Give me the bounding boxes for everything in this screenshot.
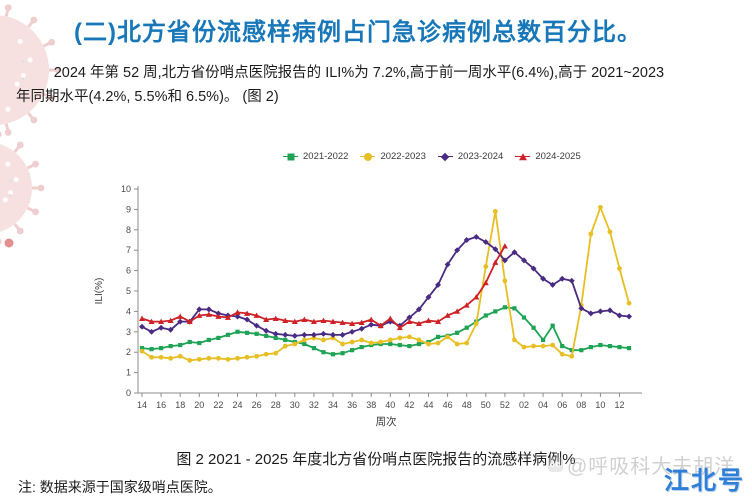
svg-text:36: 36 xyxy=(347,400,357,410)
svg-text:10: 10 xyxy=(121,184,131,194)
virus-decoration-icon xyxy=(0,4,62,248)
watermark: du @呼吸科大夫胡洋 xyxy=(548,450,735,479)
svg-text:02: 02 xyxy=(519,400,529,410)
watermark-text: @呼吸科大夫胡洋 xyxy=(567,456,736,478)
svg-text:38: 38 xyxy=(366,400,376,410)
svg-text:40: 40 xyxy=(385,400,395,410)
svg-text:8: 8 xyxy=(126,225,131,235)
du-logo-icon: du xyxy=(548,457,563,472)
svg-text:42: 42 xyxy=(404,400,414,410)
summary-paragraph: 2024 年第 52 周,北方省份哨点医院报告的 ILI%为 7.2%,高于前一… xyxy=(16,62,730,110)
svg-text:7: 7 xyxy=(126,245,131,255)
svg-text:06: 06 xyxy=(557,400,567,410)
svg-text:4: 4 xyxy=(126,306,131,316)
section-title: (二)北方省份流感样病例占门急诊病例总数百分比。 xyxy=(74,19,642,46)
svg-text:08: 08 xyxy=(576,400,586,410)
svg-text:周次: 周次 xyxy=(376,415,397,428)
svg-text:48: 48 xyxy=(462,400,472,410)
svg-text:44: 44 xyxy=(423,400,433,410)
legend-item-2021-2022: 2021-2022 xyxy=(283,151,348,162)
svg-text:32: 32 xyxy=(309,400,319,410)
svg-text:0: 0 xyxy=(126,388,131,398)
triangle-marker-icon xyxy=(515,152,531,162)
legend-label: 2022-2023 xyxy=(380,151,426,162)
paragraph-line-1: 2024 年第 52 周,北方省份哨点医院报告的 ILI%为 7.2%,高于前一… xyxy=(53,65,665,81)
square-marker-icon xyxy=(283,152,298,162)
svg-text:18: 18 xyxy=(175,400,185,410)
legend-label: 2023-2024 xyxy=(457,151,504,162)
svg-text:20: 20 xyxy=(194,400,204,410)
svg-text:22: 22 xyxy=(213,400,223,410)
svg-text:1: 1 xyxy=(126,368,131,378)
diamond-marker-icon xyxy=(437,152,453,162)
svg-text:12: 12 xyxy=(614,400,624,410)
svg-text:10: 10 xyxy=(595,400,605,410)
legend-item-2023-2024: 2023-2024 xyxy=(437,151,504,162)
paragraph-line-2: 年同期水平(4.2%, 5.5%和 6.5%)。 (图 2) xyxy=(16,88,279,105)
svg-text:46: 46 xyxy=(443,400,453,410)
svg-text:28: 28 xyxy=(271,400,281,410)
svg-text:16: 16 xyxy=(156,400,166,410)
svg-text:ILI(%): ILI(%) xyxy=(94,278,105,305)
legend-item-2022-2023: 2022-2023 xyxy=(360,151,426,162)
brand-badge: 江北号 xyxy=(664,467,746,495)
legend-item-2024-2025: 2024-2025 xyxy=(515,151,581,162)
svg-text:3: 3 xyxy=(126,327,131,337)
svg-text:30: 30 xyxy=(290,400,300,410)
svg-text:50: 50 xyxy=(481,400,491,410)
svg-text:52: 52 xyxy=(500,400,510,410)
legend-label: 2024-2025 xyxy=(535,151,581,162)
svg-text:5: 5 xyxy=(126,286,131,296)
svg-text:2: 2 xyxy=(126,347,131,357)
svg-text:6: 6 xyxy=(126,266,131,276)
svg-text:26: 26 xyxy=(252,400,262,410)
figure-caption: 图 2 2021 - 2025 年度北方省份哨点医院报告的流感样病例% xyxy=(176,451,576,468)
svg-text:14: 14 xyxy=(137,400,147,410)
circle-marker-icon xyxy=(360,152,376,162)
legend-label: 2021-2022 xyxy=(303,151,349,162)
source-note: 注: 数据来源于国家级哨点医院。 xyxy=(18,479,222,495)
svg-text:04: 04 xyxy=(538,400,548,410)
svg-text:24: 24 xyxy=(232,400,242,410)
svg-text:9: 9 xyxy=(126,204,131,214)
chart-legend: 2021-2022 2022-2023 2023-2024 2024-2025 xyxy=(283,151,581,162)
svg-text:34: 34 xyxy=(328,400,338,410)
